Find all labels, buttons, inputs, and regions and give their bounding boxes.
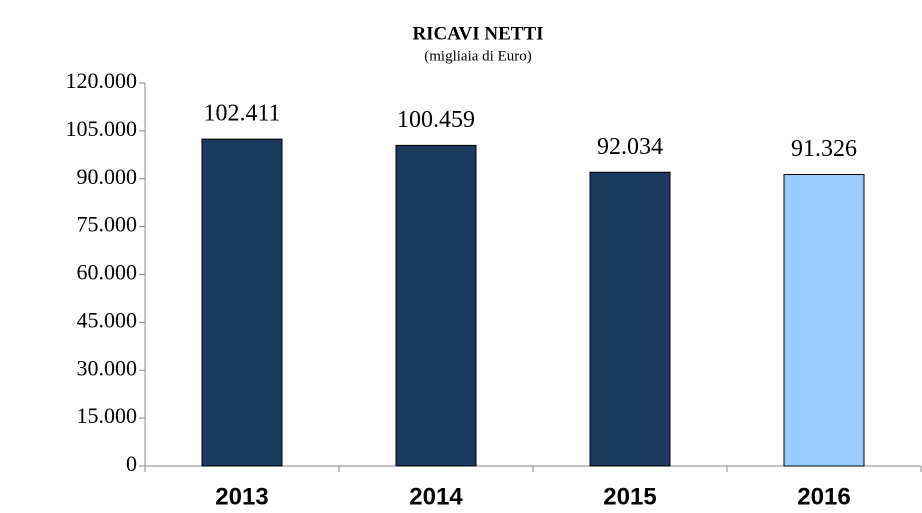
value-label: 91.326 (791, 136, 857, 162)
value-label: 92.034 (597, 134, 663, 160)
y-tick-label: 30.000 (77, 355, 138, 380)
y-tick-label: 90.000 (77, 164, 138, 189)
y-tick-label: 60.000 (77, 260, 138, 285)
value-label: 102.411 (203, 101, 280, 127)
bar (783, 174, 865, 467)
chart-title: RICAVI NETTI (412, 23, 543, 44)
y-tick-label: 105.000 (66, 116, 138, 141)
x-tick-label: 2016 (797, 483, 850, 510)
y-tick-label: 120.000 (66, 68, 138, 93)
bar (395, 144, 477, 467)
y-tick-label: 0 (126, 451, 137, 476)
bar (589, 171, 671, 467)
y-tick-label: 75.000 (77, 212, 138, 237)
bar (201, 138, 283, 467)
x-tick-label: 2014 (409, 483, 463, 510)
y-tick-label: 45.000 (77, 307, 138, 332)
chart-subtitle: (migliaia di Euro) (424, 48, 531, 64)
x-tick-label: 2013 (215, 483, 268, 510)
x-tick-label: 2015 (603, 483, 656, 510)
y-tick-label: 15.000 (77, 403, 138, 428)
value-label: 100.459 (397, 107, 475, 133)
